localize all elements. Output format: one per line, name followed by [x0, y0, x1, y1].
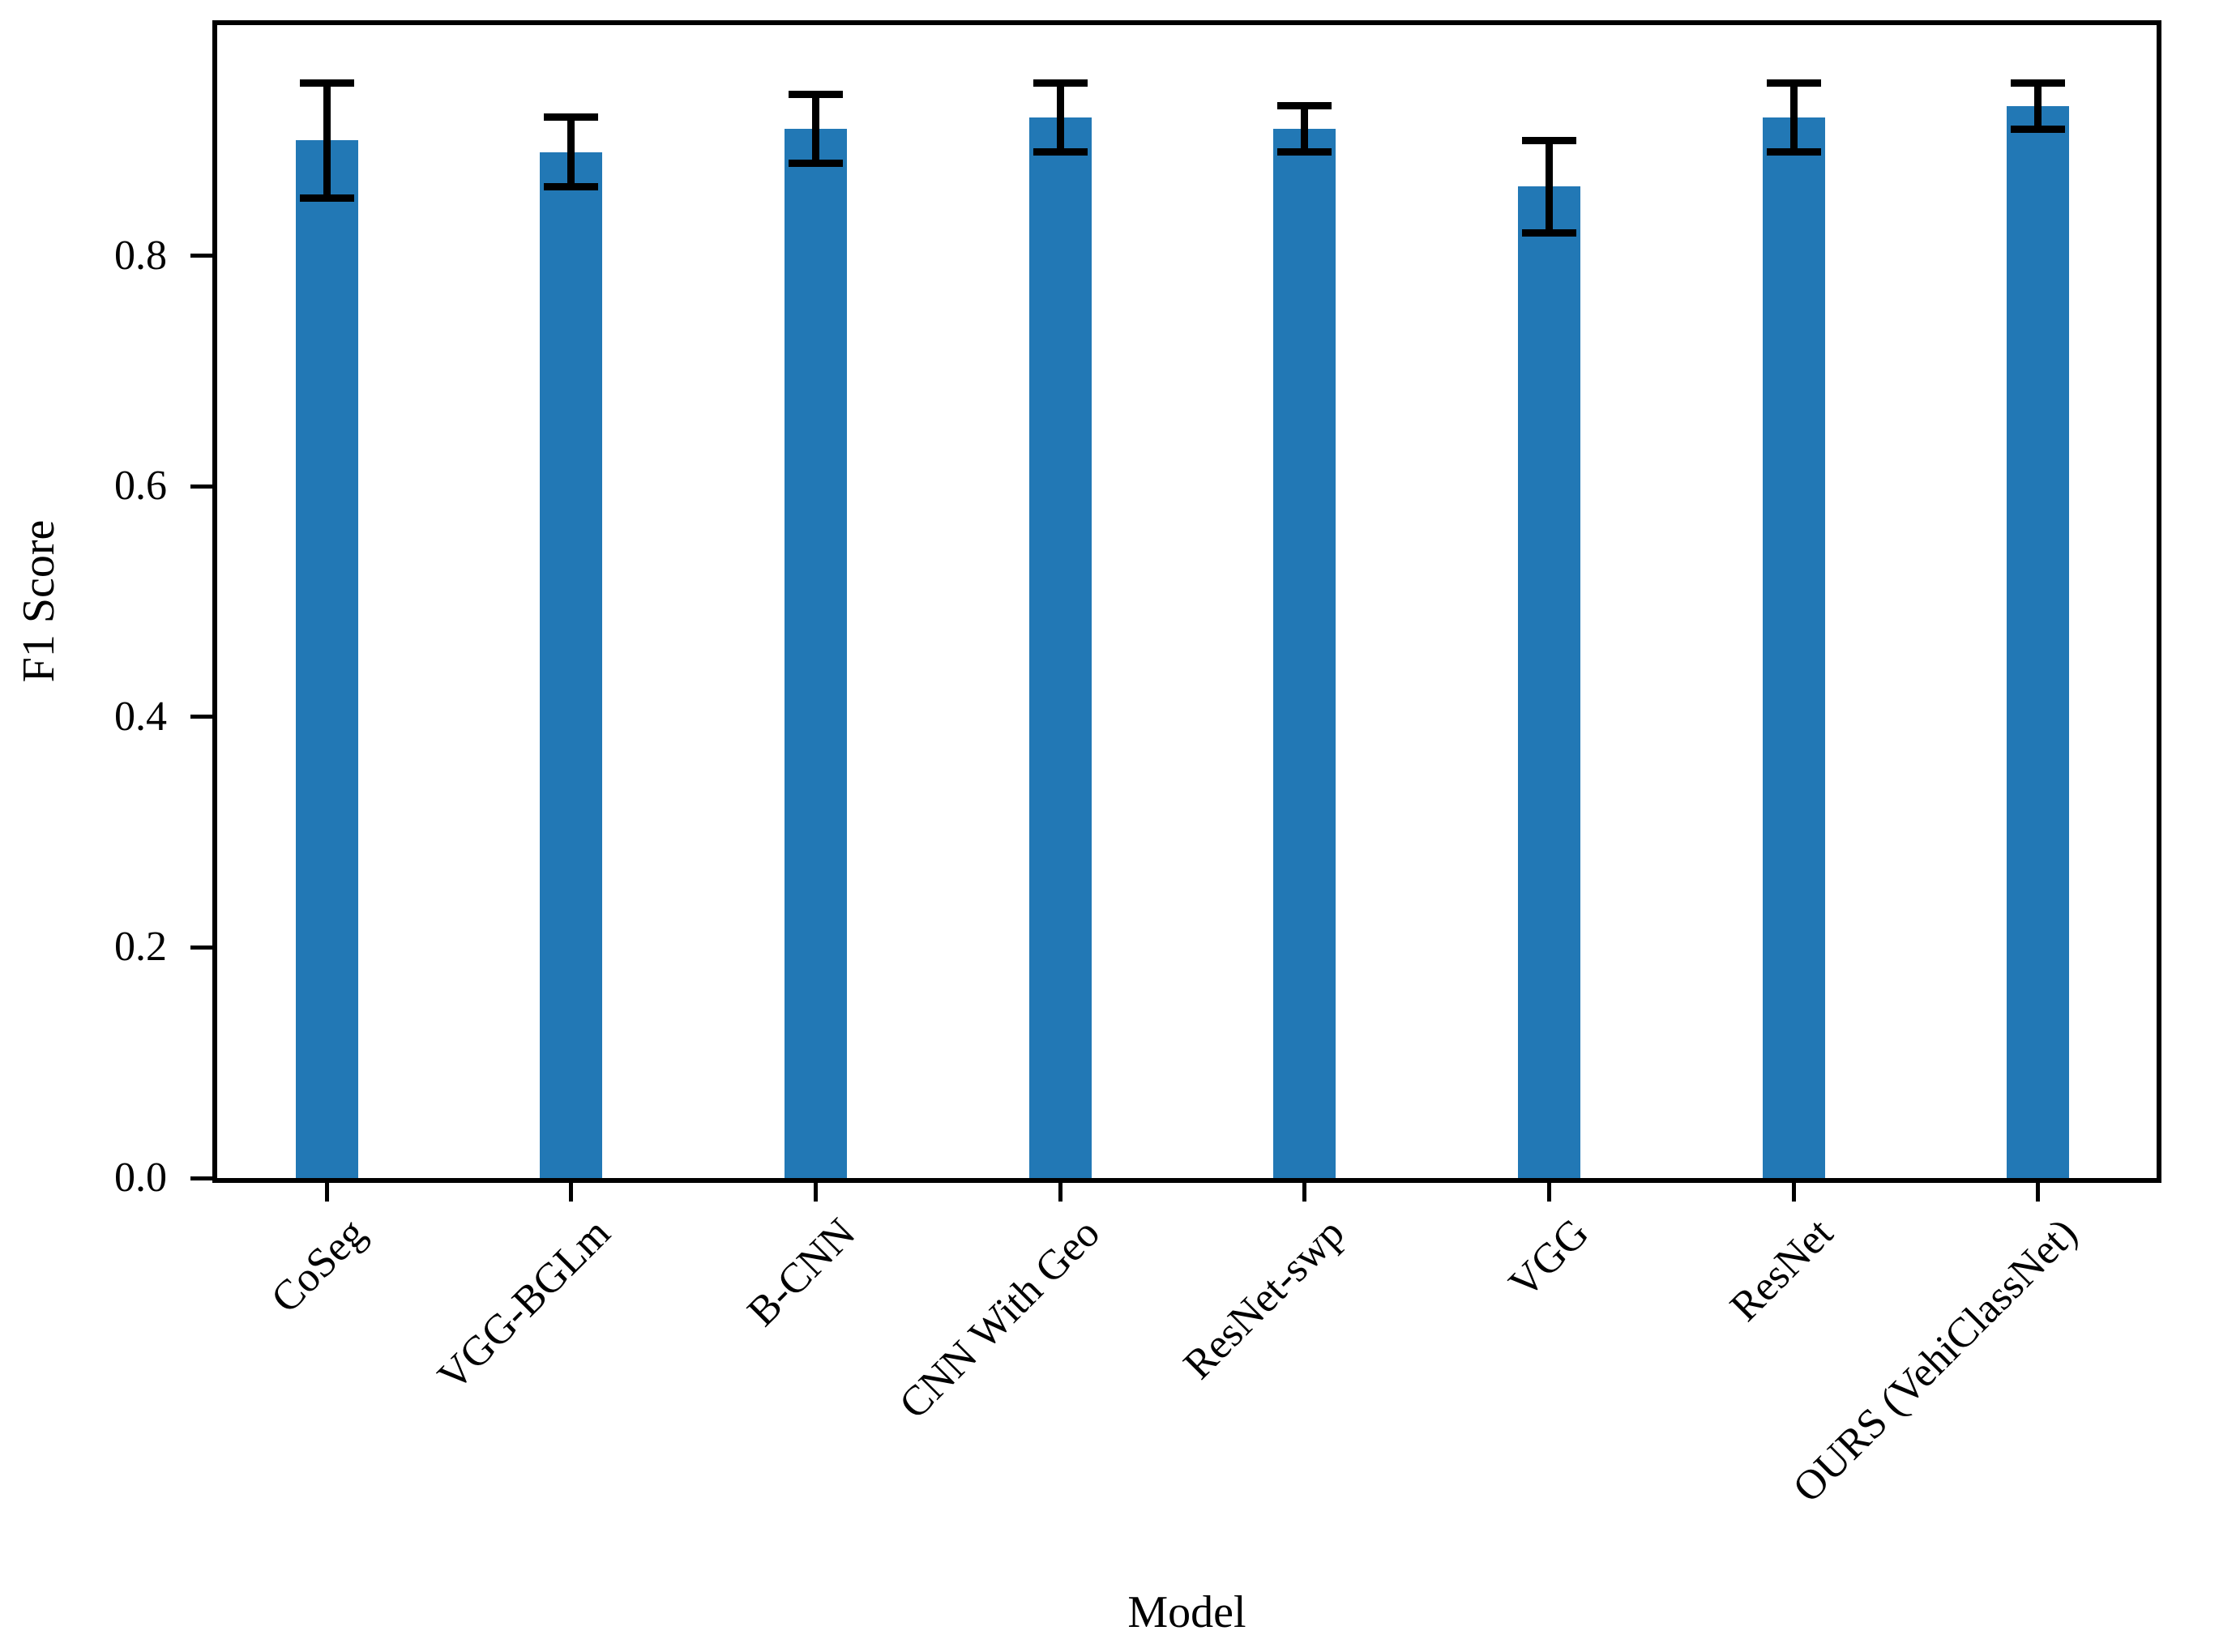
error-bar — [2034, 83, 2042, 130]
y-tick — [190, 484, 212, 489]
y-tick-label: 0.2 — [114, 924, 167, 971]
x-tick — [1791, 1183, 1796, 1202]
x-tick-label-VGG-BGLm: VGG-BGLm — [429, 1210, 620, 1400]
x-tick-label-CoSeg: CoSeg — [263, 1210, 375, 1322]
y-tick — [190, 715, 212, 719]
y-tick — [190, 1176, 212, 1180]
x-tick — [2036, 1183, 2041, 1202]
bar-B-CNN — [784, 129, 847, 1178]
x-tick-label-B-CNN: B-CNN — [738, 1210, 865, 1336]
y-tick-label: 0.6 — [114, 463, 167, 510]
error-cap-bottom — [299, 194, 354, 202]
error-cap-bottom — [1522, 228, 1576, 237]
error-cap-top — [1766, 79, 1821, 87]
bar-VGG — [1518, 186, 1580, 1178]
y-axis-title: F1 Score — [14, 519, 64, 683]
x-tick-label-ResNet-swp: ResNet-swp — [1174, 1210, 1353, 1389]
x-axis-title: Model — [1127, 1587, 1246, 1637]
error-bar — [811, 94, 819, 164]
bar-VGG-BGLm — [540, 152, 603, 1178]
x-tick — [324, 1183, 329, 1202]
y-tick-label: 0.8 — [114, 232, 167, 279]
y-tick-label: 0.4 — [114, 693, 167, 740]
x-tick — [1547, 1183, 1551, 1202]
error-bar — [323, 83, 331, 198]
x-tick — [569, 1183, 574, 1202]
x-tick-label-ResNet: ResNet — [1721, 1210, 1842, 1330]
x-tick — [813, 1183, 818, 1202]
x-tick — [1302, 1183, 1307, 1202]
x-tick — [1058, 1183, 1062, 1202]
y-tick-label: 0.0 — [114, 1155, 167, 1201]
error-cap-bottom — [544, 182, 599, 190]
error-cap-top — [2011, 79, 2066, 87]
error-bar — [567, 117, 575, 187]
error-bar — [1546, 140, 1553, 233]
x-tick-label-CNN With Geo: CNN With Geo — [890, 1210, 1109, 1428]
error-cap-top — [544, 113, 599, 122]
x-tick-label-OURS (VehiClassNet): OURS (VehiClassNet) — [1785, 1210, 2087, 1512]
y-tick — [190, 945, 212, 950]
bar-ResNet — [1762, 117, 1825, 1178]
plot-area — [212, 20, 2161, 1183]
bar-ResNet-swp — [1273, 129, 1336, 1178]
error-bar — [1056, 83, 1064, 152]
error-cap-bottom — [788, 160, 843, 168]
error-cap-top — [299, 79, 354, 87]
error-cap-bottom — [1766, 148, 1821, 156]
bar-CoSeg — [295, 140, 358, 1178]
error-cap-top — [1522, 136, 1576, 144]
error-cap-bottom — [2011, 125, 2066, 133]
x-tick-label-VGG: VGG — [1500, 1210, 1598, 1308]
error-cap-top — [788, 90, 843, 98]
error-bar — [1789, 83, 1798, 152]
bar-CNN With Geo — [1028, 117, 1092, 1178]
error-bar — [1301, 105, 1309, 152]
bar-OURS (VehiClassNet) — [2007, 105, 2070, 1178]
error-cap-bottom — [1277, 148, 1332, 156]
y-tick — [190, 254, 212, 258]
error-cap-top — [1033, 79, 1088, 87]
error-cap-top — [1277, 102, 1332, 110]
error-cap-bottom — [1033, 148, 1088, 156]
